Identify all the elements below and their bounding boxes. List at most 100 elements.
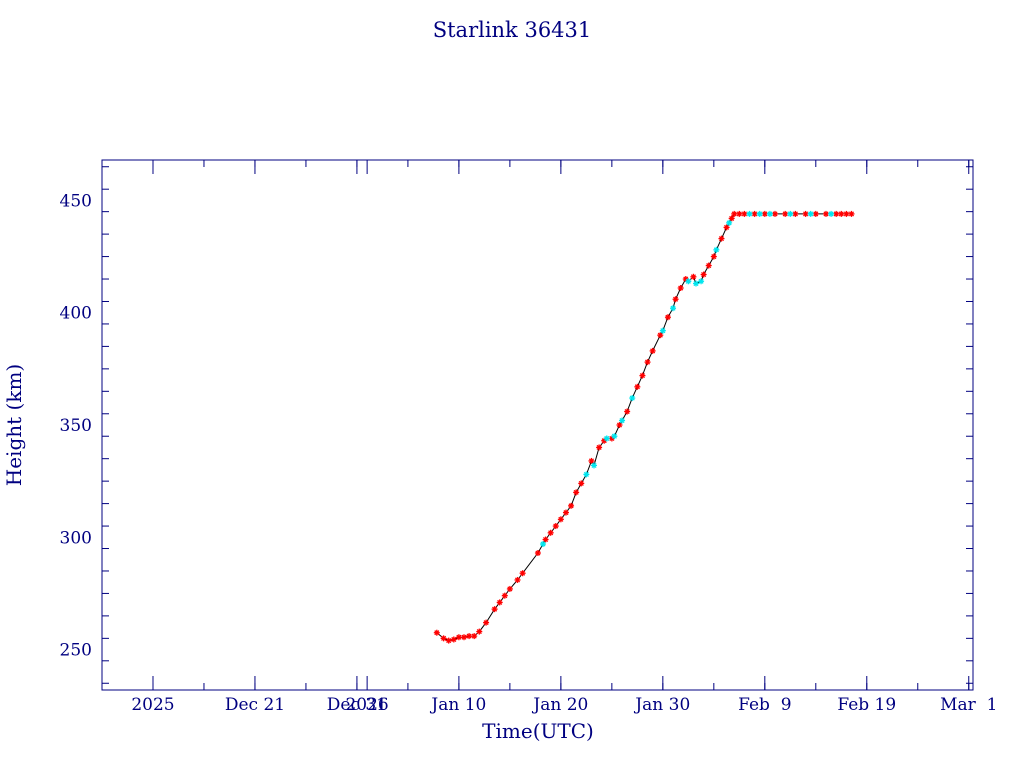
data-point — [828, 210, 835, 217]
data-point — [756, 210, 763, 217]
data-point — [705, 262, 712, 269]
data-point — [573, 489, 580, 496]
data-point — [629, 395, 636, 402]
data-point — [787, 210, 794, 217]
data-point — [460, 634, 467, 641]
height-trace-line — [436, 213, 852, 642]
x-axis-label: Time(UTC) — [482, 719, 594, 743]
data-point — [838, 210, 845, 217]
data-point — [802, 210, 809, 217]
data-point — [501, 592, 508, 599]
plot-frame — [101, 159, 974, 691]
chart-title: Starlink 36431 — [433, 18, 592, 42]
data-point — [664, 314, 671, 321]
x-tick-label: Jan 10 — [429, 695, 486, 715]
data-point — [736, 210, 743, 217]
data-point — [534, 550, 541, 557]
data-point — [476, 628, 483, 635]
data-point — [616, 422, 623, 428]
data-point — [450, 636, 457, 643]
data-point — [619, 417, 626, 424]
y-tick-label: 250 — [60, 641, 92, 661]
data-point — [698, 278, 705, 285]
data-point — [677, 285, 684, 292]
y-axis-label: Height (km) — [2, 364, 26, 486]
data-point — [591, 462, 598, 469]
data-point — [713, 246, 720, 253]
data-point — [433, 629, 440, 636]
data-point — [649, 347, 656, 354]
data-point — [568, 502, 575, 509]
data-point — [761, 210, 768, 217]
data-point — [731, 210, 738, 217]
data-point — [685, 278, 692, 285]
data-points — [433, 210, 855, 644]
x-tick-label: Mar 1 — [940, 695, 997, 715]
x-tick-label: Feb 19 — [837, 695, 896, 715]
data-point — [726, 219, 733, 226]
x-tick-label: Feb 9 — [738, 695, 791, 715]
data-point — [624, 408, 631, 415]
data-point — [772, 210, 779, 217]
data-point — [634, 383, 641, 390]
data-point — [700, 271, 707, 278]
data-point — [514, 576, 521, 583]
data-point — [611, 433, 618, 440]
data-point — [848, 210, 855, 217]
data-point — [746, 210, 753, 217]
data-point — [547, 529, 554, 536]
data-point — [440, 635, 447, 642]
data-point — [718, 235, 725, 242]
data-point — [483, 619, 490, 626]
data-point — [843, 210, 850, 217]
data-point — [807, 210, 814, 217]
data-point — [496, 599, 503, 606]
data-point — [692, 280, 699, 287]
data-point — [644, 359, 651, 366]
data-point — [455, 634, 462, 641]
data-point — [540, 541, 547, 548]
data-point — [672, 296, 679, 303]
data-point — [542, 536, 549, 543]
data-point — [445, 637, 452, 644]
data-point — [659, 327, 666, 334]
x-tick-label: Dec 21 — [225, 695, 285, 715]
data-point — [491, 606, 498, 613]
y-axis: 250 300 350 400 450 — [60, 166, 973, 684]
y-tick-label: 400 — [60, 304, 92, 324]
data-point — [782, 210, 789, 217]
y-tick-label: 300 — [60, 528, 92, 548]
data-point — [741, 210, 748, 217]
data-point — [723, 224, 730, 231]
data-point — [466, 633, 473, 640]
data-point — [657, 332, 664, 339]
data-point — [506, 585, 513, 592]
y-tick-label: 450 — [60, 191, 92, 211]
data-point — [603, 435, 610, 442]
data-point — [710, 253, 717, 260]
x-tick-label: Jan 20 — [531, 695, 588, 715]
data-point — [728, 215, 735, 222]
data-point — [562, 509, 569, 516]
x-tick-label: 2025 — [131, 695, 174, 715]
data-point — [690, 273, 697, 280]
data-point — [552, 523, 559, 530]
y-tick-label: 350 — [60, 416, 92, 436]
data-point — [578, 480, 585, 487]
data-point — [833, 210, 840, 217]
data-point — [471, 633, 478, 640]
x-tick-label: Jan 30 — [633, 695, 690, 715]
x-tick-label: Dec 31 — [327, 695, 387, 715]
data-point — [792, 210, 799, 217]
data-point — [588, 457, 595, 464]
data-point — [822, 210, 829, 217]
data-point — [812, 210, 819, 217]
data-point — [766, 210, 773, 217]
data-point — [519, 570, 526, 577]
x-tick-label: 2026 — [345, 695, 388, 715]
data-point — [639, 372, 646, 379]
data-point — [751, 210, 758, 217]
data-point — [596, 444, 603, 451]
